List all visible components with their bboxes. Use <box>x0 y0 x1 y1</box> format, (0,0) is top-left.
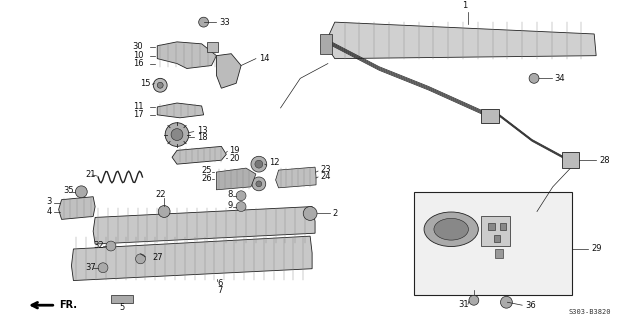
Text: 12: 12 <box>269 158 279 167</box>
Bar <box>413 192 572 295</box>
Text: 36: 36 <box>525 301 536 310</box>
Ellipse shape <box>434 219 468 240</box>
Text: S303-B3820: S303-B3820 <box>568 309 611 315</box>
Text: 32: 32 <box>93 241 104 250</box>
Circle shape <box>106 241 116 251</box>
Text: 13: 13 <box>196 126 207 135</box>
Text: 24: 24 <box>320 172 330 181</box>
Circle shape <box>98 263 108 273</box>
Bar <box>499 223 506 230</box>
Text: 2: 2 <box>333 209 338 218</box>
Text: 31: 31 <box>458 300 468 309</box>
Text: 35: 35 <box>63 186 74 195</box>
Bar <box>481 109 499 123</box>
Circle shape <box>154 78 167 92</box>
Polygon shape <box>93 207 315 244</box>
Circle shape <box>158 205 170 217</box>
Text: 1: 1 <box>462 1 468 10</box>
Circle shape <box>236 202 246 212</box>
Circle shape <box>255 160 263 168</box>
Text: 37: 37 <box>85 263 96 272</box>
Circle shape <box>256 181 262 187</box>
Text: 16: 16 <box>132 59 143 68</box>
Circle shape <box>198 17 209 27</box>
Text: 17: 17 <box>132 110 143 119</box>
Text: 26: 26 <box>202 174 212 183</box>
Polygon shape <box>216 168 256 190</box>
Bar <box>562 152 579 168</box>
Text: 4: 4 <box>47 207 52 216</box>
Circle shape <box>165 123 189 147</box>
Text: 10: 10 <box>132 51 143 60</box>
Text: FR.: FR. <box>59 300 77 310</box>
Text: 34: 34 <box>555 74 565 83</box>
Bar <box>488 223 495 230</box>
Polygon shape <box>157 42 216 68</box>
Text: 18: 18 <box>196 133 207 142</box>
Text: 7: 7 <box>218 286 223 295</box>
Text: 11: 11 <box>132 102 143 111</box>
Bar <box>320 34 332 54</box>
Text: 29: 29 <box>591 244 602 253</box>
Text: 6: 6 <box>218 279 223 288</box>
Polygon shape <box>59 197 95 220</box>
Text: 33: 33 <box>220 18 230 27</box>
Text: 21: 21 <box>85 170 96 179</box>
Text: 9: 9 <box>227 201 232 210</box>
Ellipse shape <box>424 212 478 246</box>
Circle shape <box>303 207 317 220</box>
Circle shape <box>252 177 266 191</box>
Text: 19: 19 <box>229 146 240 155</box>
Bar <box>493 235 500 242</box>
Circle shape <box>171 129 183 140</box>
Circle shape <box>76 186 87 198</box>
Text: 27: 27 <box>152 253 163 262</box>
Polygon shape <box>72 236 312 281</box>
Text: 25: 25 <box>202 165 212 175</box>
Circle shape <box>136 254 145 264</box>
Text: 22: 22 <box>155 190 166 199</box>
Text: 5: 5 <box>119 303 124 312</box>
Polygon shape <box>325 22 596 59</box>
Bar <box>481 216 510 246</box>
Circle shape <box>236 191 246 201</box>
Circle shape <box>500 296 513 308</box>
Circle shape <box>469 295 479 305</box>
Circle shape <box>251 156 267 172</box>
Polygon shape <box>172 147 227 164</box>
Text: 14: 14 <box>259 54 269 63</box>
Bar <box>207 42 218 52</box>
Bar <box>495 249 504 258</box>
Bar <box>111 295 132 303</box>
Text: 15: 15 <box>141 79 151 88</box>
Polygon shape <box>157 103 204 118</box>
Polygon shape <box>276 167 316 188</box>
Polygon shape <box>216 54 241 88</box>
Text: 30: 30 <box>132 42 143 51</box>
Text: 3: 3 <box>47 197 52 206</box>
Circle shape <box>157 82 163 88</box>
Circle shape <box>529 73 539 83</box>
Text: 28: 28 <box>599 156 610 165</box>
Text: 23: 23 <box>320 164 331 173</box>
Text: 8: 8 <box>227 190 233 199</box>
Text: 20: 20 <box>229 154 240 163</box>
